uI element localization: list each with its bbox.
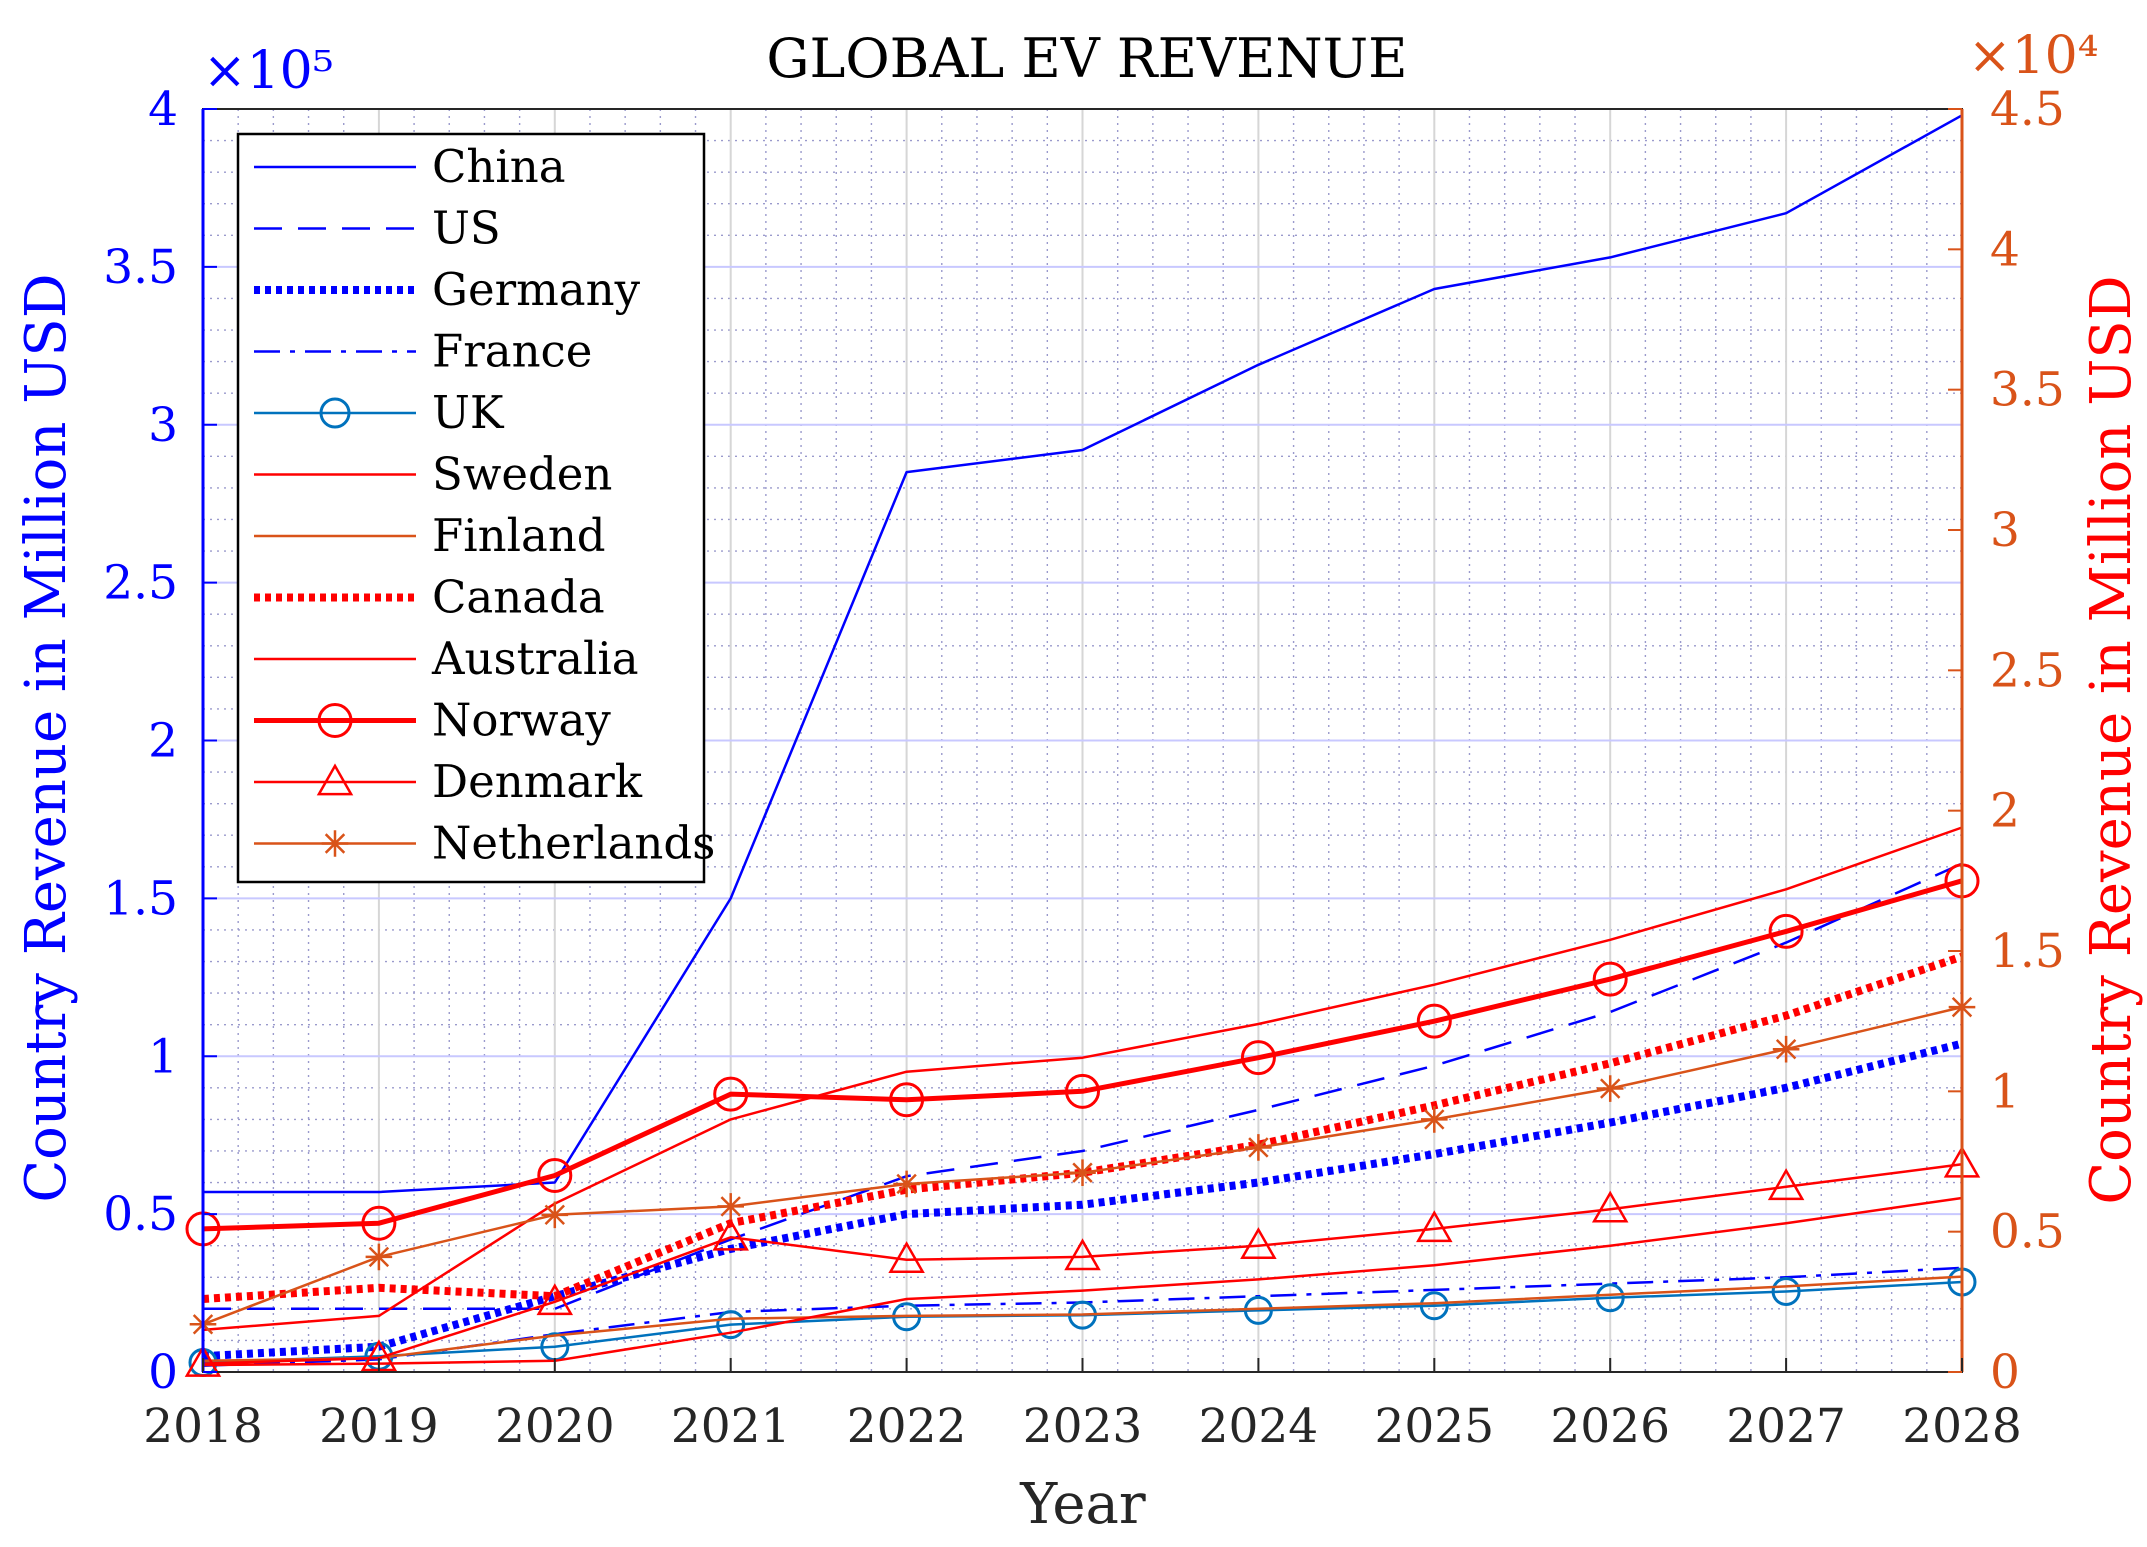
x-tick-label: 2020 (495, 1399, 615, 1454)
legend-label-denmark: Denmark (432, 755, 643, 808)
data-point-denmark (1416, 1210, 1453, 1243)
y-right-tick-label: 1.5 (1990, 924, 2065, 979)
data-point-denmark (1064, 1238, 1101, 1271)
data-point-netherlands (893, 1170, 920, 1198)
data-point-denmark (712, 1218, 749, 1251)
data-point-uk (1419, 1291, 1449, 1321)
legend-marker-denmark (316, 763, 354, 796)
y-left-tick-label: 4 (148, 82, 178, 137)
legend-label-france: France (432, 325, 592, 378)
y-left-tick-label: 3 (148, 398, 178, 453)
y-left-tick-label: 1.5 (103, 871, 178, 926)
x-tick-label: 2024 (1199, 1399, 1319, 1454)
series-line-germany (202, 1039, 1963, 1361)
data-point-denmark (1591, 1190, 1629, 1223)
series-line-sweden (202, 826, 1963, 1332)
legend-label-us: US (432, 202, 501, 255)
y-left-tick-label: 0 (148, 1345, 178, 1400)
series-line-china (203, 114, 1963, 1194)
y-left-tick-label: 2 (148, 714, 178, 769)
x-tick-label: 2026 (1550, 1399, 1670, 1454)
data-point-netherlands (1069, 1159, 1096, 1187)
series-line-australia (202, 1196, 1963, 1367)
y-right-tick-label: 4.5 (1990, 82, 2065, 137)
legend-label-norway: Norway (432, 694, 611, 747)
series-line-finland (202, 1275, 1963, 1363)
data-point-norway (889, 1082, 925, 1118)
y-right-tick-label: 4 (1990, 222, 2020, 277)
y-right-tick-label: 3.5 (1990, 363, 2065, 418)
series-line-us (203, 862, 1963, 1311)
x-tick-label: 2025 (1374, 1399, 1494, 1454)
y-axis-left-label: Country Revenue in Million USD (14, 273, 79, 1202)
series-line-norway (202, 878, 1963, 1232)
y-right-tick-label: 3 (1990, 503, 2020, 558)
x-tick-label: 2023 (1023, 1399, 1143, 1454)
legend-label-uk: UK (432, 386, 505, 439)
y-left-tick-label: 1 (148, 1029, 178, 1084)
data-point-denmark (536, 1283, 574, 1316)
x-tick-label: 2022 (847, 1399, 967, 1454)
legend: China US Germany France UK Sweden Finland Canad… (236, 132, 715, 884)
legend-label-australia: Australia (431, 632, 639, 685)
y-right-tick-label: 2 (1990, 784, 2020, 839)
data-point-denmark (888, 1241, 925, 1274)
data-point-norway (1592, 961, 1628, 997)
y-axis-left-exponent: ×10⁵ (203, 41, 334, 101)
legend-box (236, 132, 706, 884)
y-right-tick-label: 1 (1990, 1064, 2020, 1119)
ticks-layer: 2018 2019 2020 2021 2022 2023 2024 2025 2026 2027… (103, 82, 2065, 1454)
series-line-canada (202, 952, 1964, 1303)
chart-title: GLOBAL EV REVENUE (766, 27, 1407, 90)
x-tick-label: 2027 (1726, 1399, 1846, 1454)
data-point-denmark (1767, 1168, 1805, 1201)
data-point-norway (1065, 1073, 1100, 1109)
legend-label-china: China (432, 140, 566, 193)
x-tick-label: 2021 (671, 1399, 791, 1454)
legend-label-germany: Germany (432, 263, 641, 316)
data-point-uk (716, 1310, 746, 1340)
y-right-tick-label: 0.5 (1990, 1205, 2065, 1260)
data-point-netherlands (1772, 1035, 1800, 1063)
x-tick-label: 2028 (1902, 1399, 2022, 1454)
x-axis-label: Year (1019, 1472, 1146, 1537)
y-axis-right-label: Country Revenue in Million USD (2079, 275, 2144, 1204)
data-point-uk (1771, 1276, 1801, 1306)
data-point-netherlands (365, 1243, 393, 1271)
legend-marker-norway (317, 703, 353, 738)
data-point-norway (537, 1158, 573, 1194)
data-point-netherlands (1245, 1134, 1272, 1161)
data-point-norway (1416, 1003, 1452, 1039)
legend-marker-uk (319, 397, 351, 429)
data-point-norway (713, 1076, 749, 1112)
data-point-norway (361, 1205, 397, 1241)
legend-label-netherlands: Netherlands (432, 817, 715, 870)
data-point-norway (1768, 913, 1804, 949)
legend-label-sweden: Sweden (432, 448, 612, 501)
data-point-netherlands (541, 1201, 569, 1229)
data-point-denmark (184, 1344, 222, 1377)
y-right-tick-label: 0 (1990, 1345, 2020, 1400)
y-axis-right-exponent: ×10⁴ (1968, 26, 2099, 86)
series-line-denmark (202, 1163, 1963, 1365)
x-tick-label: 2018 (143, 1399, 263, 1454)
legend-marker-netherlands (321, 830, 349, 857)
data-point-netherlands (1596, 1075, 1624, 1102)
data-point-netherlands (1421, 1106, 1448, 1133)
data-point-denmark (1240, 1227, 1277, 1260)
y-right-tick-label: 2.5 (1990, 643, 2065, 698)
data-point-netherlands (717, 1193, 744, 1220)
legend-label-finland: Finland (432, 509, 606, 562)
y-left-tick-label: 3.5 (103, 240, 178, 295)
data-point-norway (1240, 1040, 1276, 1076)
legend-label-canada: Canada (432, 571, 605, 624)
y-left-tick-label: 2.5 (103, 556, 178, 611)
x-tick-label: 2019 (319, 1399, 439, 1454)
y-left-tick-label: 0.5 (103, 1187, 178, 1242)
series-layer (184, 114, 1981, 1378)
data-point-uk (1595, 1283, 1625, 1313)
